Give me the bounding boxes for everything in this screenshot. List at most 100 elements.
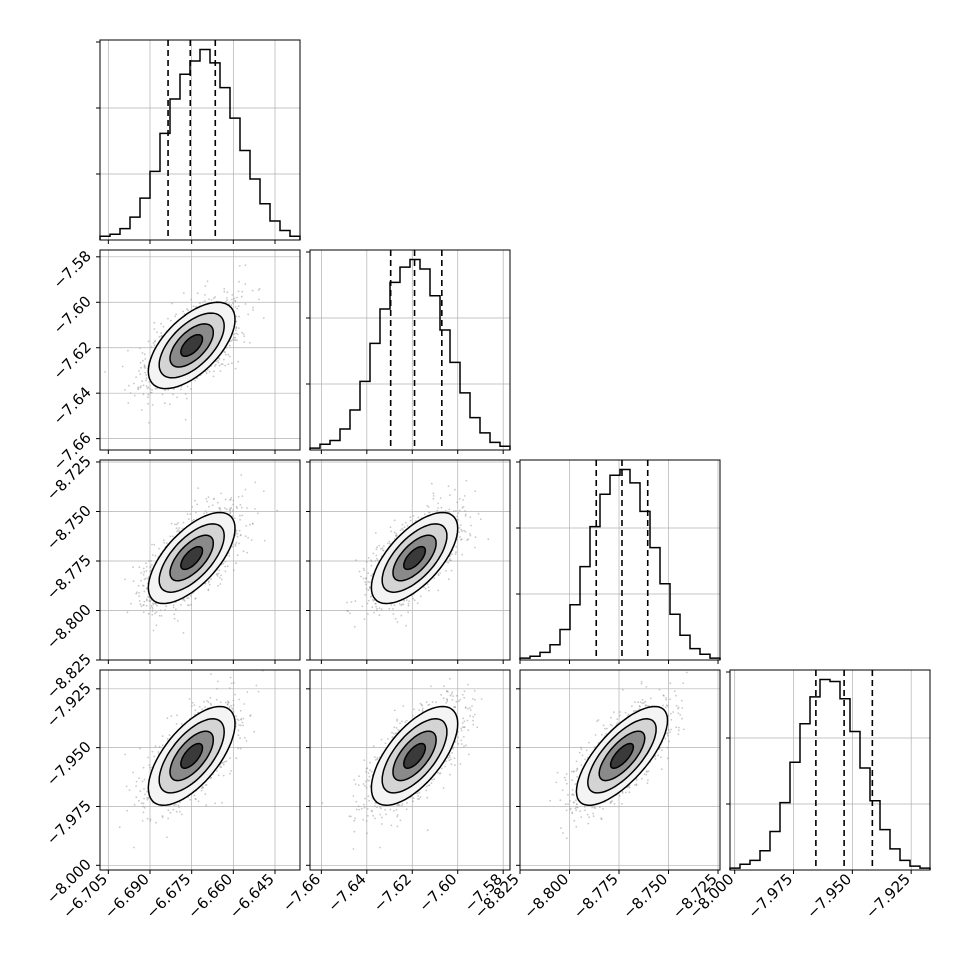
sample-point (235, 315, 238, 318)
sample-point (583, 805, 586, 808)
sample-point (394, 617, 397, 620)
sample-point (439, 772, 441, 775)
sample-point (454, 510, 457, 512)
sample-point (472, 698, 474, 700)
sample-point (474, 546, 476, 549)
sample-point (670, 718, 673, 721)
sample-point (216, 572, 219, 575)
sample-point (238, 542, 241, 545)
sample-point (592, 815, 595, 818)
sample-point (358, 570, 361, 573)
sample-point (238, 724, 240, 726)
sample-point (677, 712, 680, 715)
sample-point (379, 846, 381, 849)
contour-line (158, 312, 225, 379)
sample-point (241, 721, 244, 724)
sample-point (457, 512, 460, 514)
sample-point (193, 518, 195, 521)
sample-point (204, 294, 206, 296)
sample-point (449, 558, 451, 560)
sample-point (154, 554, 157, 557)
sample-point (142, 805, 144, 808)
sample-point (127, 349, 129, 352)
sample-point (396, 815, 399, 818)
sample-point (469, 707, 471, 709)
sample-point (358, 808, 360, 811)
sample-point (190, 603, 192, 606)
sample-point (236, 339, 238, 342)
x-tick-label: −7.975 (744, 870, 796, 922)
sample-point (435, 701, 437, 704)
sample-point (461, 530, 464, 532)
sample-point (436, 509, 439, 512)
sample-point (229, 772, 231, 775)
sample-point (148, 560, 150, 562)
sample-point (425, 701, 428, 704)
sample-point (424, 587, 427, 590)
sample-point (191, 520, 194, 522)
sample-point (236, 307, 238, 310)
sample-point (239, 518, 242, 521)
sample-point (576, 803, 578, 806)
sample-point (437, 574, 440, 577)
sample-point (230, 682, 233, 685)
sample-point (172, 808, 175, 811)
y-tick-label: −8.775 (43, 551, 95, 603)
sample-point (232, 510, 234, 513)
histogram-step-line (99, 48, 301, 240)
histogram-step-line (309, 258, 511, 450)
sample-point (238, 698, 241, 701)
sample-point (135, 591, 138, 594)
sample-point (439, 497, 442, 500)
sample-point (463, 745, 465, 748)
sample-point (450, 553, 453, 556)
sample-point (186, 513, 189, 515)
sample-point (258, 288, 261, 290)
sample-point (172, 388, 175, 391)
sample-point (397, 729, 400, 731)
sample-point (249, 341, 251, 344)
panel-frame (99, 39, 301, 241)
sample-point (186, 385, 189, 388)
sample-point (175, 313, 178, 316)
contour-line (598, 730, 646, 782)
sample-point (433, 577, 436, 579)
sample-point (432, 492, 435, 495)
sample-point (462, 726, 464, 728)
sample-point (576, 775, 579, 778)
sample-point (182, 632, 185, 634)
contour-line (169, 323, 215, 368)
contour-line (180, 742, 204, 769)
sample-point (393, 726, 396, 729)
sample-point (186, 397, 188, 400)
sample-point (218, 364, 221, 367)
sample-point (193, 704, 196, 706)
sample-point (189, 595, 192, 597)
sample-point (232, 681, 235, 684)
sample-point (575, 769, 578, 772)
sample-point (573, 819, 576, 822)
sample-point (451, 699, 454, 701)
sample-point (585, 749, 588, 752)
sample-point (204, 370, 207, 373)
sample-point (593, 746, 596, 748)
sample-point (564, 803, 567, 806)
sample-point (367, 814, 369, 817)
sample-point (224, 364, 227, 367)
sample-point (673, 690, 676, 693)
sample-point (572, 770, 575, 772)
sample-point (682, 682, 685, 684)
sample-point (138, 799, 140, 802)
sample-point (206, 500, 209, 503)
sample-point (379, 805, 381, 808)
sample-point (226, 565, 229, 568)
sample-point (224, 560, 227, 563)
sample-point (161, 815, 164, 817)
sample-point (376, 546, 378, 549)
sample-point (139, 790, 142, 793)
sample-point (169, 811, 172, 814)
sample-point (365, 561, 368, 563)
sample-point (242, 550, 245, 553)
sample-point (387, 542, 389, 545)
sample-point (239, 747, 242, 750)
